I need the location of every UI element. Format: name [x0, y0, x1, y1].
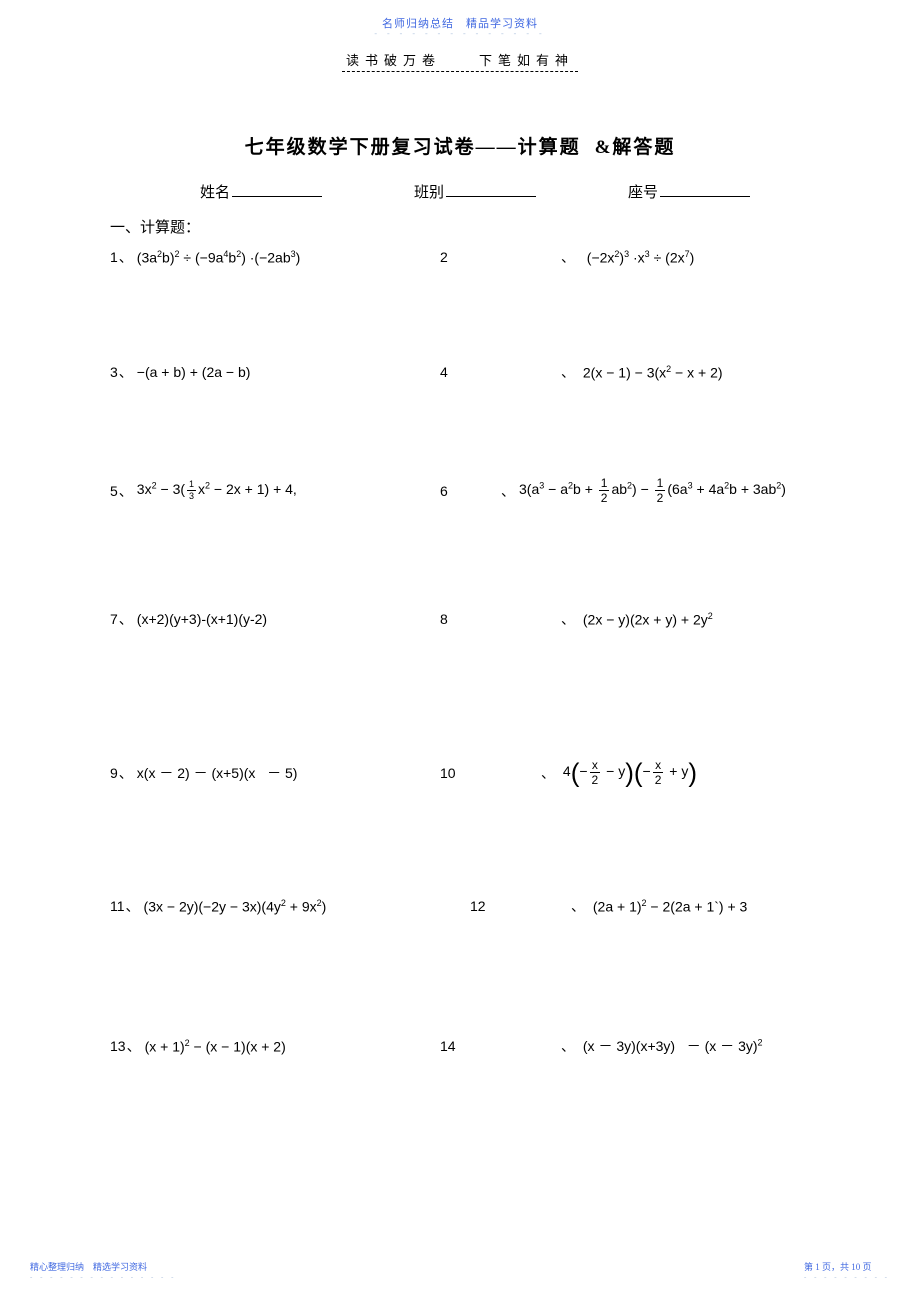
footer-right: 第 1 页，共 10 页: [804, 1262, 872, 1272]
math-expr: 3x2 − 3(13x2 − 2x + 1) + 4,: [137, 480, 297, 501]
problem-1: 1、 (3a2b)2 ÷ (−9a4b2) ·(−2ab3): [110, 247, 440, 267]
problem-13: 13、 (x + 1)2 − (x − 1)(x + 2): [110, 1036, 440, 1056]
footer-dots-right: - - - - - - - - -: [804, 1273, 890, 1281]
math-expr: (2a + 1)2 − 2(2a + 1`) + 3: [593, 898, 747, 915]
pnum: 9: [110, 765, 118, 781]
problem-6-num: 6: [440, 477, 500, 504]
seat-blank[interactable]: [660, 182, 750, 197]
footer-dots-left: - - - - - - - - - - - - - - -: [30, 1273, 176, 1281]
pnum: 13: [110, 1038, 126, 1054]
math-expr: x(x － 2) － (x+5)(x － 5): [137, 763, 298, 783]
problem-5: 5、 3x2 − 3(13x2 − 2x + 1) + 4,: [110, 477, 440, 504]
pnum: 11: [110, 898, 125, 914]
math-expr: 2(x − 1) − 3(x2 − x + 2): [583, 364, 723, 381]
math-expr: −(a + b) + (2a − b): [137, 364, 251, 380]
header-dots: - - - - - - - - - - - - - -: [0, 29, 920, 38]
problem-row: 3、 −(a + b) + (2a − b) 4 、 2(x − 1) − 3(…: [110, 362, 810, 382]
problem-row: 11、 (3x − 2y)(−2y − 3x)(4y2 + 9x2) 12 、 …: [110, 896, 810, 916]
name-label: 姓名: [200, 181, 230, 202]
title-suffix: &解答题: [595, 137, 676, 158]
problem-10-num: 10: [440, 759, 540, 786]
section-title: 一、计算题：: [110, 216, 810, 237]
math-expr: (x － 3y)(x+3y) － (x － 3y)2: [583, 1036, 763, 1056]
header-line2: 读书破万卷 下笔如有神: [342, 50, 578, 72]
problem-row: 9、 x(x － 2) － (x+5)(x － 5) 10 、 4(−x2 − …: [110, 759, 810, 786]
footer-right-block: 第 1 页，共 10 页 - - - - - - - - -: [804, 1260, 890, 1281]
pnum: 10: [440, 765, 456, 781]
page-header: 名师归纳总结 精品学习资料 - - - - - - - - - - - - - …: [0, 0, 920, 72]
problem-4: 、 2(x − 1) − 3(x2 − x + 2): [560, 362, 810, 382]
math-expr: (x+2)(y+3)-(x+1)(y-2): [137, 611, 267, 627]
math-expr: (−2x2)3 ·x3 ÷ (2x7): [587, 249, 695, 266]
problem-8-num: 8: [440, 609, 560, 629]
problem-9: 9、 x(x － 2) － (x+5)(x － 5): [110, 759, 440, 786]
title-main: 七年级数学下册复习试卷——计算题: [245, 137, 581, 158]
pnum: 7: [110, 611, 118, 627]
pnum: 6: [440, 483, 448, 499]
pnum: 2: [440, 249, 448, 265]
pnum: 5: [110, 483, 118, 499]
problem-row: 1、 (3a2b)2 ÷ (−9a4b2) ·(−2ab3) 2 、 (−2x2…: [110, 247, 810, 267]
info-class: 班别: [414, 181, 536, 202]
problem-8: 、 (2x − y)(2x + y) + 2y2: [560, 609, 810, 629]
problem-12-num: 12: [470, 896, 570, 916]
problem-2: 、 (−2x2)3 ·x3 ÷ (2x7): [560, 247, 810, 267]
page-title: 七年级数学下册复习试卷——计算题&解答题: [110, 132, 810, 159]
problem-14: 、 (x － 3y)(x+3y) － (x － 3y)2: [560, 1036, 810, 1056]
problem-10: 、 4(−x2 − y)(−x2 + y): [540, 759, 810, 786]
problem-row: 5、 3x2 − 3(13x2 − 2x + 1) + 4, 6 、 3(a3 …: [110, 477, 810, 504]
pnum: 1: [110, 249, 118, 265]
class-blank[interactable]: [446, 182, 536, 197]
name-blank[interactable]: [232, 182, 322, 197]
math-expr: (2x − y)(2x + y) + 2y2: [583, 611, 713, 628]
footer-left-block: 精心整理归纳 精选学习资料 - - - - - - - - - - - - - …: [30, 1260, 176, 1281]
class-label: 班别: [414, 181, 444, 202]
footer-left: 精心整理归纳 精选学习资料: [30, 1262, 147, 1272]
math-expr: 3(a3 − a2b + 12ab2) − 12(6a3 + 4a2b + 3a…: [519, 477, 786, 504]
seat-label: 座号: [628, 181, 658, 202]
math-expr: 4(−x2 − y)(−x2 + y): [563, 759, 697, 786]
pnum: 12: [470, 898, 486, 914]
problem-7: 7、 (x+2)(y+3)-(x+1)(y-2): [110, 609, 440, 629]
footer: 精心整理归纳 精选学习资料 - - - - - - - - - - - - - …: [0, 1260, 920, 1281]
math-expr: (x + 1)2 − (x − 1)(x + 2): [145, 1038, 286, 1055]
info-name: 姓名: [200, 181, 322, 202]
math-expr: (3a2b)2 ÷ (−9a4b2) ·(−2ab3): [137, 249, 301, 266]
pnum: 8: [440, 611, 448, 627]
problem-3: 3、 −(a + b) + (2a − b): [110, 362, 440, 382]
problem-4-num: 4: [440, 362, 560, 382]
problem-row: 13、 (x + 1)2 − (x − 1)(x + 2) 14 、 (x － …: [110, 1036, 810, 1056]
problem-14-num: 14: [440, 1036, 560, 1056]
content: 七年级数学下册复习试卷——计算题&解答题 姓名 班别 座号 一、计算题： 1、 …: [0, 72, 920, 1056]
math-expr: (3x − 2y)(−2y − 3x)(4y2 + 9x2): [144, 898, 327, 915]
problem-6: 、 3(a3 − a2b + 12ab2) − 12(6a3 + 4a2b + …: [500, 477, 810, 504]
info-seat: 座号: [628, 181, 750, 202]
pnum: 4: [440, 364, 448, 380]
problem-11: 11、 (3x − 2y)(−2y − 3x)(4y2 + 9x2): [110, 896, 470, 916]
problems: 1、 (3a2b)2 ÷ (−9a4b2) ·(−2ab3) 2 、 (−2x2…: [110, 247, 810, 1056]
pnum: 3: [110, 364, 118, 380]
problem-row: 7、 (x+2)(y+3)-(x+1)(y-2) 8 、 (2x − y)(2x…: [110, 609, 810, 629]
problem-2-num: 2: [440, 247, 560, 267]
info-row: 姓名 班别 座号: [110, 181, 810, 202]
problem-12: 、 (2a + 1)2 − 2(2a + 1`) + 3: [570, 896, 810, 916]
pnum: 14: [440, 1038, 456, 1054]
